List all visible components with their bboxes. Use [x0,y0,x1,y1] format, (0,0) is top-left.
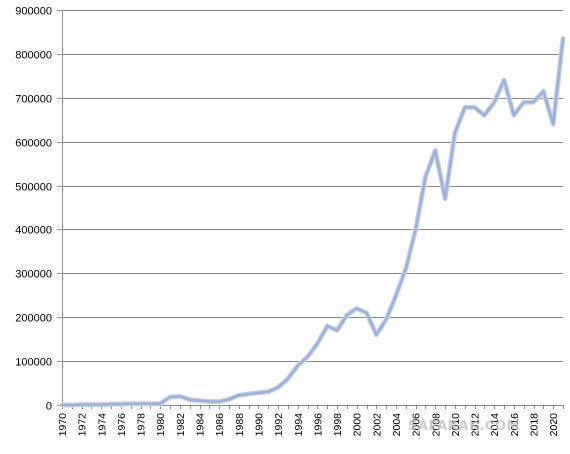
data-point [542,90,544,92]
x-tick-label: 2004 [391,413,403,437]
data-point [552,123,554,125]
data-point [493,101,495,103]
y-tick-label: 700000 [15,94,52,106]
data-point [375,334,377,336]
data-point [503,79,505,81]
x-tick-label: 1986 [214,413,226,437]
x-tick-label: 1998 [332,413,344,437]
data-point [287,378,289,380]
data-point [474,106,476,108]
data-point [307,356,309,358]
data-point [395,294,397,296]
data-point [208,401,210,403]
x-axis-tick-labels: 1970 1972 1974 1976 1978 1980 1982 1984 1986 1988… [57,413,560,437]
x-tick-label: 1994 [293,413,305,437]
series-group [59,36,566,408]
gridlines [62,10,563,362]
data-point [523,101,525,103]
x-tick-label: 1970 [57,413,69,437]
data-point [316,343,318,345]
x-tick-label: 2008 [430,413,442,437]
data-point [533,101,535,103]
data-point [425,176,427,178]
x-tick-label: 2016 [509,413,521,437]
data-point [483,114,485,116]
y-tick-label: 300000 [15,269,52,281]
data-point [444,198,446,200]
x-tick-label: 2002 [371,413,383,437]
x-tick-label: 2000 [352,413,364,437]
y-tick-label: 400000 [15,225,52,237]
data-point [110,403,112,405]
x-tick-label: 2012 [470,413,482,437]
data-point [199,400,201,402]
data-point [61,404,63,406]
data-point [91,404,93,406]
data-point [130,403,132,405]
data-point [100,404,102,406]
y-tick-label: 800000 [15,50,52,62]
data-point [169,396,171,398]
x-tick-label: 2020 [548,413,560,437]
x-tick-label: 2006 [411,413,423,437]
x-tick-label: 1984 [195,413,207,437]
y-tick-label: 900000 [15,6,52,18]
data-point [277,386,279,388]
data-point [385,318,387,320]
data-point [120,403,122,405]
data-point [179,395,181,397]
data-point [513,114,515,116]
data-point [297,365,299,367]
data-point [218,401,220,403]
y-tick-label: 100000 [15,357,52,369]
x-tick-label: 1990 [254,413,266,437]
data-point [159,403,161,405]
x-tick-label: 2010 [450,413,462,437]
y-tick-label: 500000 [15,182,52,194]
y-axis-tick-labels: 0 100000 200000 300000 400000 500000 600000 700… [15,6,52,413]
x-tick-label: 1974 [96,413,108,437]
y-tick-label: 200000 [15,313,52,325]
data-point [346,314,348,316]
x-tick-label: 1996 [312,413,324,437]
x-tick-label: 1976 [116,413,128,437]
data-point [258,392,260,394]
data-point [71,404,73,406]
data-point [405,268,407,270]
x-tick-label: 1980 [155,413,167,437]
data-point [454,132,456,134]
data-point [326,325,328,327]
data-point [434,149,436,151]
data-point [267,391,269,393]
data-point [81,404,83,406]
x-tick-label: 2018 [529,413,541,437]
data-point [366,312,368,314]
x-tick-label: 1992 [273,413,285,437]
y-tick-label: 600000 [15,138,52,150]
x-tick-label: 1988 [234,413,246,437]
data-point [140,403,142,405]
series-line [60,37,565,407]
data-point [464,106,466,108]
data-point [336,329,338,331]
data-point [238,394,240,396]
x-tick-label: 1978 [136,413,148,437]
y-tick-label: 0 [46,401,52,413]
data-point [189,399,191,401]
data-point [149,403,151,405]
x-tick-label: 2014 [489,413,501,437]
x-tick-label: 1982 [175,413,187,437]
data-point [228,398,230,400]
data-point [356,307,358,309]
x-tick-label: 1972 [77,413,89,437]
data-point [248,393,250,395]
data-point [562,38,564,40]
watermark-text: SAPARAK.COM [408,419,520,434]
data-point [415,228,417,230]
